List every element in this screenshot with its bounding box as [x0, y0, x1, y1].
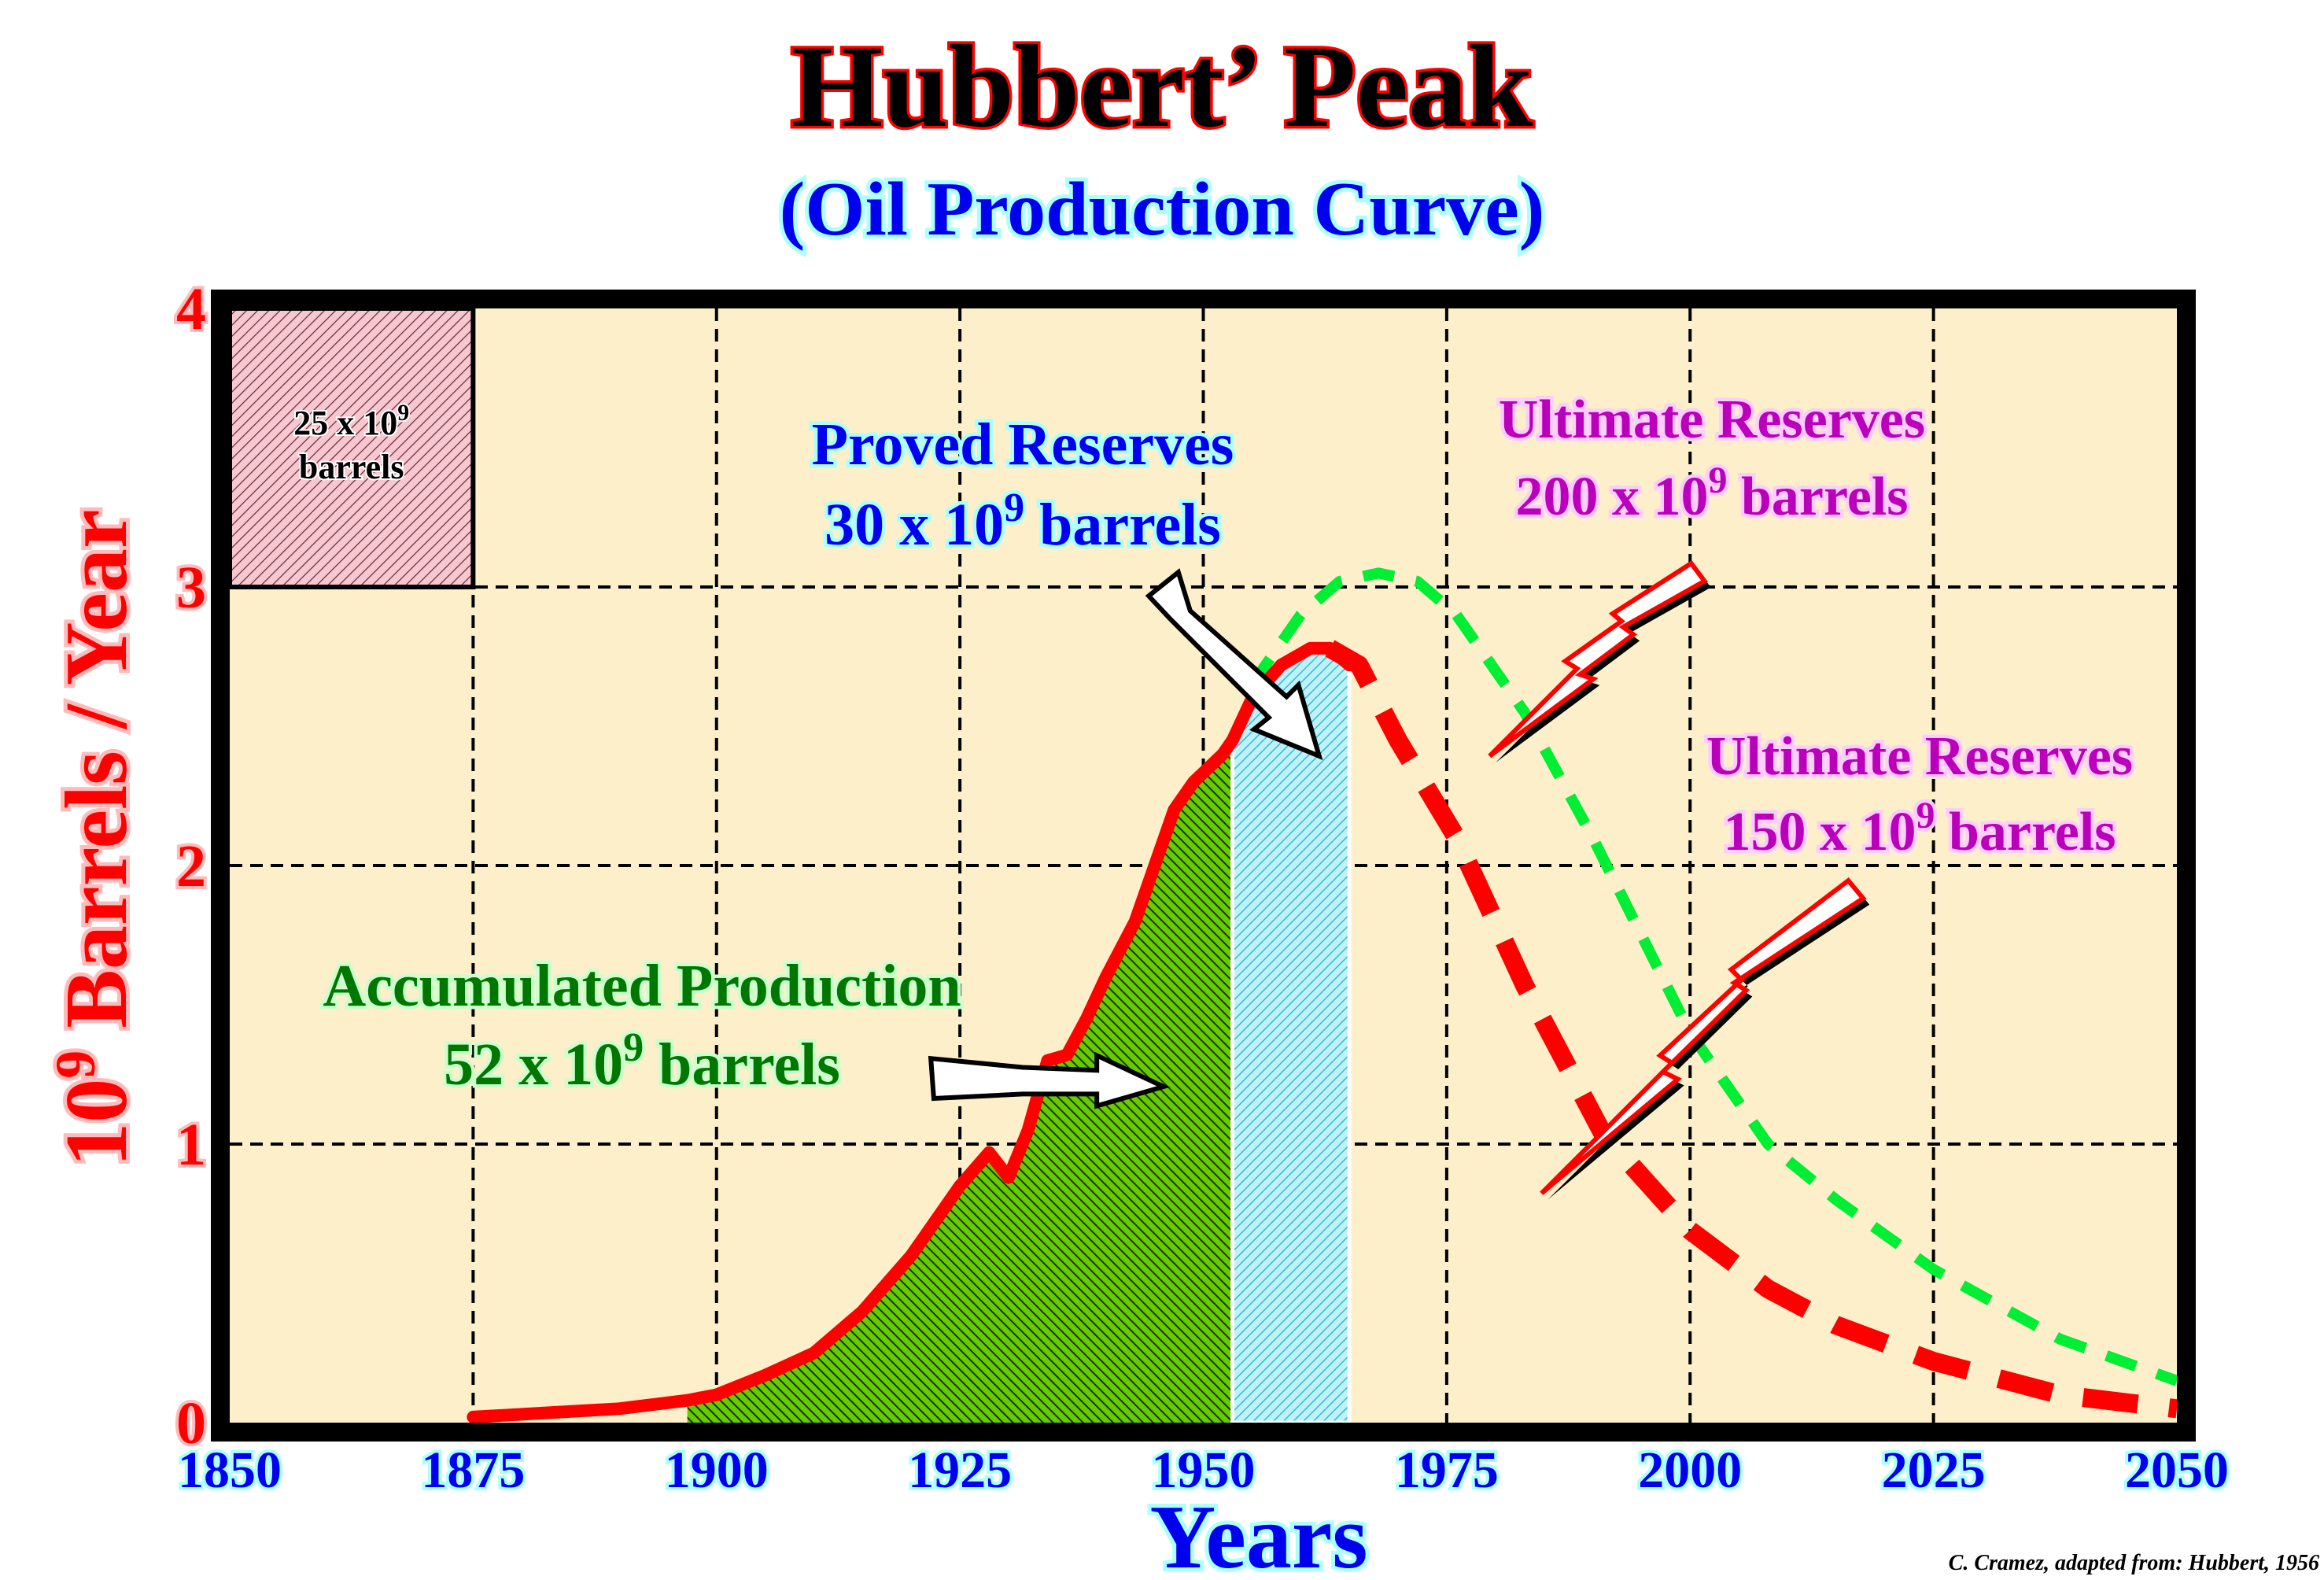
projection-200-curve	[1247, 567, 2179, 1386]
accumulated-production-area	[687, 740, 1233, 1423]
svg-text:200 x 109 barrels: 200 x 109 barrels	[1515, 460, 1908, 527]
svg-text:30 x 109 barrels: 30 x 109 barrels	[824, 485, 1221, 558]
svg-text:150 x 109 barrels: 150 x 109 barrels	[1723, 795, 2116, 862]
proved-reserves-arrow-icon	[1145, 568, 1323, 760]
x-tick-label: 1900	[665, 1442, 769, 1499]
proved-reserves-area	[1230, 646, 1352, 1425]
chart-title: Hubbert’ Peak	[791, 21, 1534, 152]
x-tick-label: 1925	[908, 1442, 1012, 1499]
y-tick-label: 1	[176, 1112, 206, 1178]
scale-box-exponent: 9	[397, 400, 409, 426]
accumulated-production-label: Accumulated Production	[323, 953, 961, 1019]
lightning-bolt-icon	[1540, 877, 1867, 1195]
y-tick-label: 2	[176, 833, 206, 899]
x-tick-label: 1975	[1395, 1442, 1499, 1499]
svg-text:52 x 109 barrels: 52 x 109 barrels	[444, 1025, 840, 1098]
proved-reserves-value: 30 x 10	[824, 492, 1004, 558]
x-tick-label: 1850	[178, 1442, 282, 1499]
scale-box-unit: barrels	[299, 448, 404, 486]
chart-subtitle: (Oil Production Curve)	[780, 167, 1545, 252]
proved-reserves-exponent: 9	[1004, 485, 1024, 530]
scale-box: 25 x 109 barrels	[227, 306, 476, 589]
x-tick-label: 2025	[1882, 1442, 1986, 1499]
x-axis-label: Years	[1149, 1487, 1367, 1580]
ultimate-reserves-150-value: 150 x 10	[1723, 802, 1916, 862]
plot-frame	[211, 290, 2196, 1442]
y-axis-label-base: 10	[48, 1079, 146, 1167]
ultimate-reserves-200-unit: barrels	[1727, 467, 1908, 527]
y-axis-label-exponent: 9	[44, 1050, 107, 1079]
accumulated-production-unit: barrels	[644, 1032, 840, 1098]
svg-text:25 x 109: 25 x 109	[293, 400, 409, 442]
y-tick-label: 4	[176, 276, 206, 342]
y-tick-label: 0	[176, 1390, 206, 1456]
production-curve	[467, 641, 1356, 1423]
accumulated-production-exponent: 9	[623, 1025, 644, 1070]
y-axis-label-text: Barrels / Year	[48, 509, 146, 1050]
credit-text: C. Cramez, adapted from: Hubbert, 1956	[1949, 1551, 2319, 1575]
ultimate-reserves-200-exponent: 9	[1708, 460, 1727, 501]
accumulated-production-value: 52 x 10	[444, 1032, 623, 1098]
svg-text:109 Barrels / Year: 109 Barrels / Year	[44, 509, 146, 1166]
proved-reserves-unit: barrels	[1024, 492, 1221, 558]
lightning-bolt-icon	[1488, 559, 1709, 759]
projection-150-curve	[1325, 640, 2178, 1419]
proved-reserves-label: Proved Reserves	[812, 412, 1234, 478]
ultimate-reserves-200-value: 200 x 10	[1515, 467, 1708, 527]
scale-box-value: 25 x 10	[293, 404, 397, 442]
ultimate-reserves-150-exponent: 9	[1916, 795, 1935, 836]
x-tick-label: 2050	[2125, 1442, 2229, 1499]
ultimate-reserves-150-label: Ultimate Reserves	[1706, 726, 2133, 787]
y-tick-label: 3	[176, 555, 206, 621]
x-tick-label: 2000	[1638, 1442, 1742, 1499]
accumulated-production-arrow-icon	[928, 1051, 1171, 1109]
x-tick-label: 1950	[1152, 1442, 1256, 1499]
ultimate-reserves-200-label: Ultimate Reserves	[1499, 389, 1925, 450]
x-tick-label: 1875	[421, 1442, 525, 1499]
ultimate-reserves-150-unit: barrels	[1935, 802, 2116, 862]
